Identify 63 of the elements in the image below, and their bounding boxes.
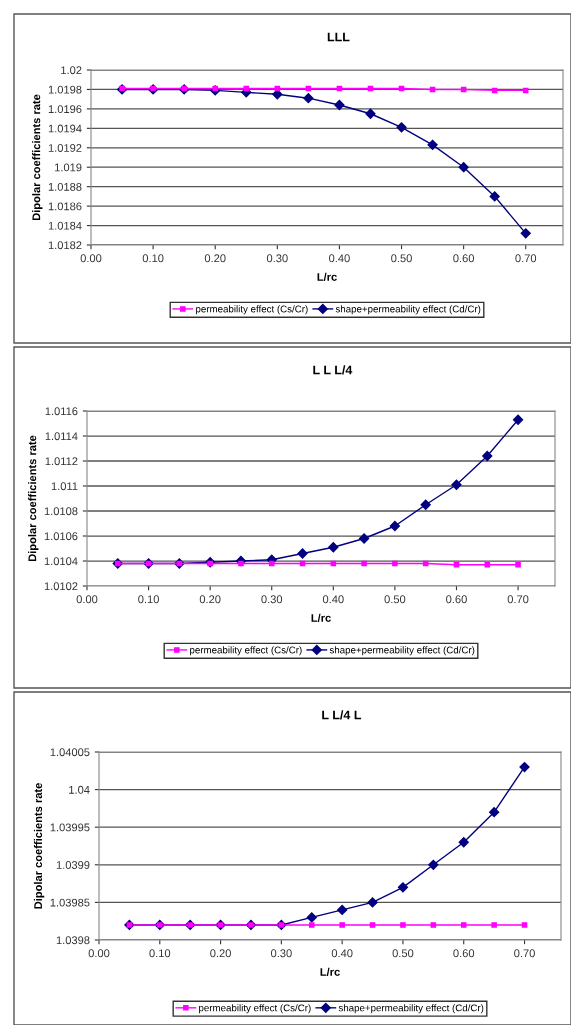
y-axis-title: Dipolar coefficients rate [28,435,39,562]
x-tick-label: 0.00 [76,595,98,604]
y-tick-label: 1.0114 [45,432,78,441]
y-tick-label: 1.0186 [48,202,82,211]
y-tick-label: 1.02 [61,66,82,75]
x-tick-label: 0.00 [80,254,102,263]
x-tick-label: 0.50 [391,254,412,263]
x-tick-label: 0.40 [322,595,344,604]
x-tick-label: 0.30 [266,254,288,263]
x-tick-label: 0.60 [446,595,467,604]
x-axis-title: L/rc [311,613,331,622]
y-tick-label: 1.0192 [48,144,82,152]
x-tick-label: 0.00 [88,949,110,958]
x-axis-title: L/rc [317,272,337,281]
y-tick-label: 1.019 [55,163,82,172]
y-tick-label: 1.04 [69,785,90,794]
chart-title: LLL [327,32,350,42]
x-tick-label: 0.20 [210,949,231,958]
chart-title: L L/4 L [322,710,362,720]
legend-label: permeability effect (Cs/Cr) [199,1004,311,1014]
y-tick-label: 1.0108 [44,507,78,516]
x-tick-label: 0.60 [453,254,475,263]
y-tick-label: 1.0104 [44,557,78,566]
x-tick-label: 0.20 [204,254,226,263]
legend-label: permeability effect (Cs/Cr) [196,305,308,315]
y-tick-label: 1.03995 [50,823,90,832]
y-tick-label: 1.04005 [50,748,90,757]
x-tick-label: 0.30 [261,595,283,604]
y-tick-label: 1.0196 [48,105,82,114]
x-axis-title: L/rc [320,967,340,976]
y-tick-label: 1.0112 [45,457,78,466]
x-tick-label: 0.70 [507,595,529,604]
x-tick-label: 0.40 [329,254,350,263]
y-tick-label: 1.0398 [56,936,90,945]
y-axis-title: Dipolar coefficients rate [32,94,43,221]
x-tick-label: 0.10 [138,595,159,604]
x-tick-label: 0.10 [142,254,164,263]
y-tick-label: 1.0102 [44,582,78,591]
y-tick-label: 1.0182 [48,241,82,250]
y-tick-label: 1.011 [51,482,78,491]
chart-title: L L L/4 [313,365,353,375]
x-tick-label: 0.30 [270,949,292,958]
x-tick-label: 0.50 [384,595,406,604]
legend-label: permeability effect (Cs/Cr) [190,646,302,656]
y-tick-label: 1.0198 [48,85,82,94]
legend-label: shape+permeability effect (Cd/Cr) [329,646,475,656]
x-tick-label: 0.70 [515,254,537,263]
y-tick-label: 1.0188 [48,182,82,191]
x-tick-label: 0.50 [392,949,414,958]
legend-label: shape+permeability effect (Cd/Cr) [338,1004,484,1014]
legend-label: shape+permeability effect (Cd/Cr) [335,305,481,315]
y-axis-title: Dipolar coefficients rate [33,783,45,909]
x-tick-label: 0.60 [453,949,475,958]
x-tick-label: 0.20 [199,595,221,604]
y-tick-label: 1.0106 [44,532,78,541]
y-tick-label: 1.0116 [45,407,78,416]
x-tick-label: 0.10 [149,949,171,958]
y-tick-label: 1.03985 [50,898,90,907]
y-tick-label: 1.0194 [48,124,82,133]
y-tick-label: 1.0184 [48,221,82,230]
y-tick-label: 1.0399 [56,861,90,869]
x-tick-label: 0.40 [331,949,353,958]
x-tick-label: 0.70 [514,949,535,958]
